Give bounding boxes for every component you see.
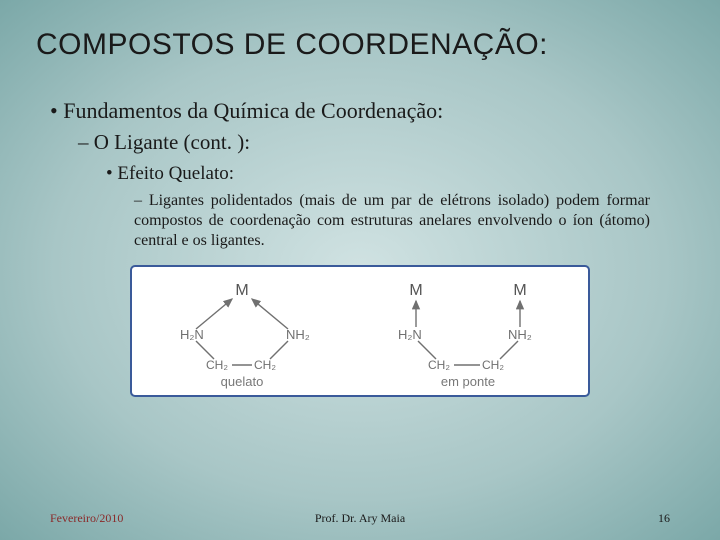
left-amine: H₂N <box>180 327 204 342</box>
bullet-level-2: – O Ligante (cont. ): <box>50 130 670 155</box>
footer: Fevereiro/2010 Prof. Dr. Ary Maia 16 <box>0 511 720 526</box>
diagram-container: M H₂N NH₂ CH₂ CH₂ quelato <box>130 265 590 397</box>
slide-title: COMPOSTOS DE COORDENAÇÃO: <box>0 0 720 78</box>
right-amine-b: NH₂ <box>508 327 532 342</box>
metal-right: M <box>513 282 526 299</box>
chelate-svg: M H₂N NH₂ CH₂ CH₂ <box>152 277 332 372</box>
chelate-caption: quelato <box>221 374 264 389</box>
ch2-left-b: CH₂ <box>428 358 450 372</box>
metal-left: M <box>409 282 422 299</box>
ch2-right-b: CH₂ <box>482 358 504 372</box>
molecule-chelate: M H₂N NH₂ CH₂ CH₂ quelato <box>152 277 332 389</box>
bridge-svg: M M H₂N NH₂ CH₂ CH₂ <box>368 277 568 372</box>
left-amine-b: H₂N <box>398 327 422 342</box>
footer-page-number: 16 <box>658 511 670 526</box>
bridge-caption: em ponte <box>441 374 495 389</box>
ch2-right: CH₂ <box>254 358 276 372</box>
molecule-bridge: M M H₂N NH₂ CH₂ CH₂ em ponte <box>368 277 568 389</box>
bullet-level-4: – Ligantes polidentados (mais de um par … <box>50 191 670 251</box>
bullet-level-3: • Efeito Quelato: <box>50 163 670 185</box>
content-area: • Fundamentos da Química de Coordenação:… <box>0 78 720 397</box>
metal-label: M <box>235 282 248 299</box>
ch2-left: CH₂ <box>206 358 228 372</box>
bullet-level-1: • Fundamentos da Química de Coordenação: <box>50 98 670 124</box>
right-amine: NH₂ <box>286 327 310 342</box>
footer-date: Fevereiro/2010 <box>50 511 123 526</box>
chemistry-diagram: M H₂N NH₂ CH₂ CH₂ quelato <box>130 265 590 397</box>
footer-author: Prof. Dr. Ary Maia <box>315 511 405 526</box>
